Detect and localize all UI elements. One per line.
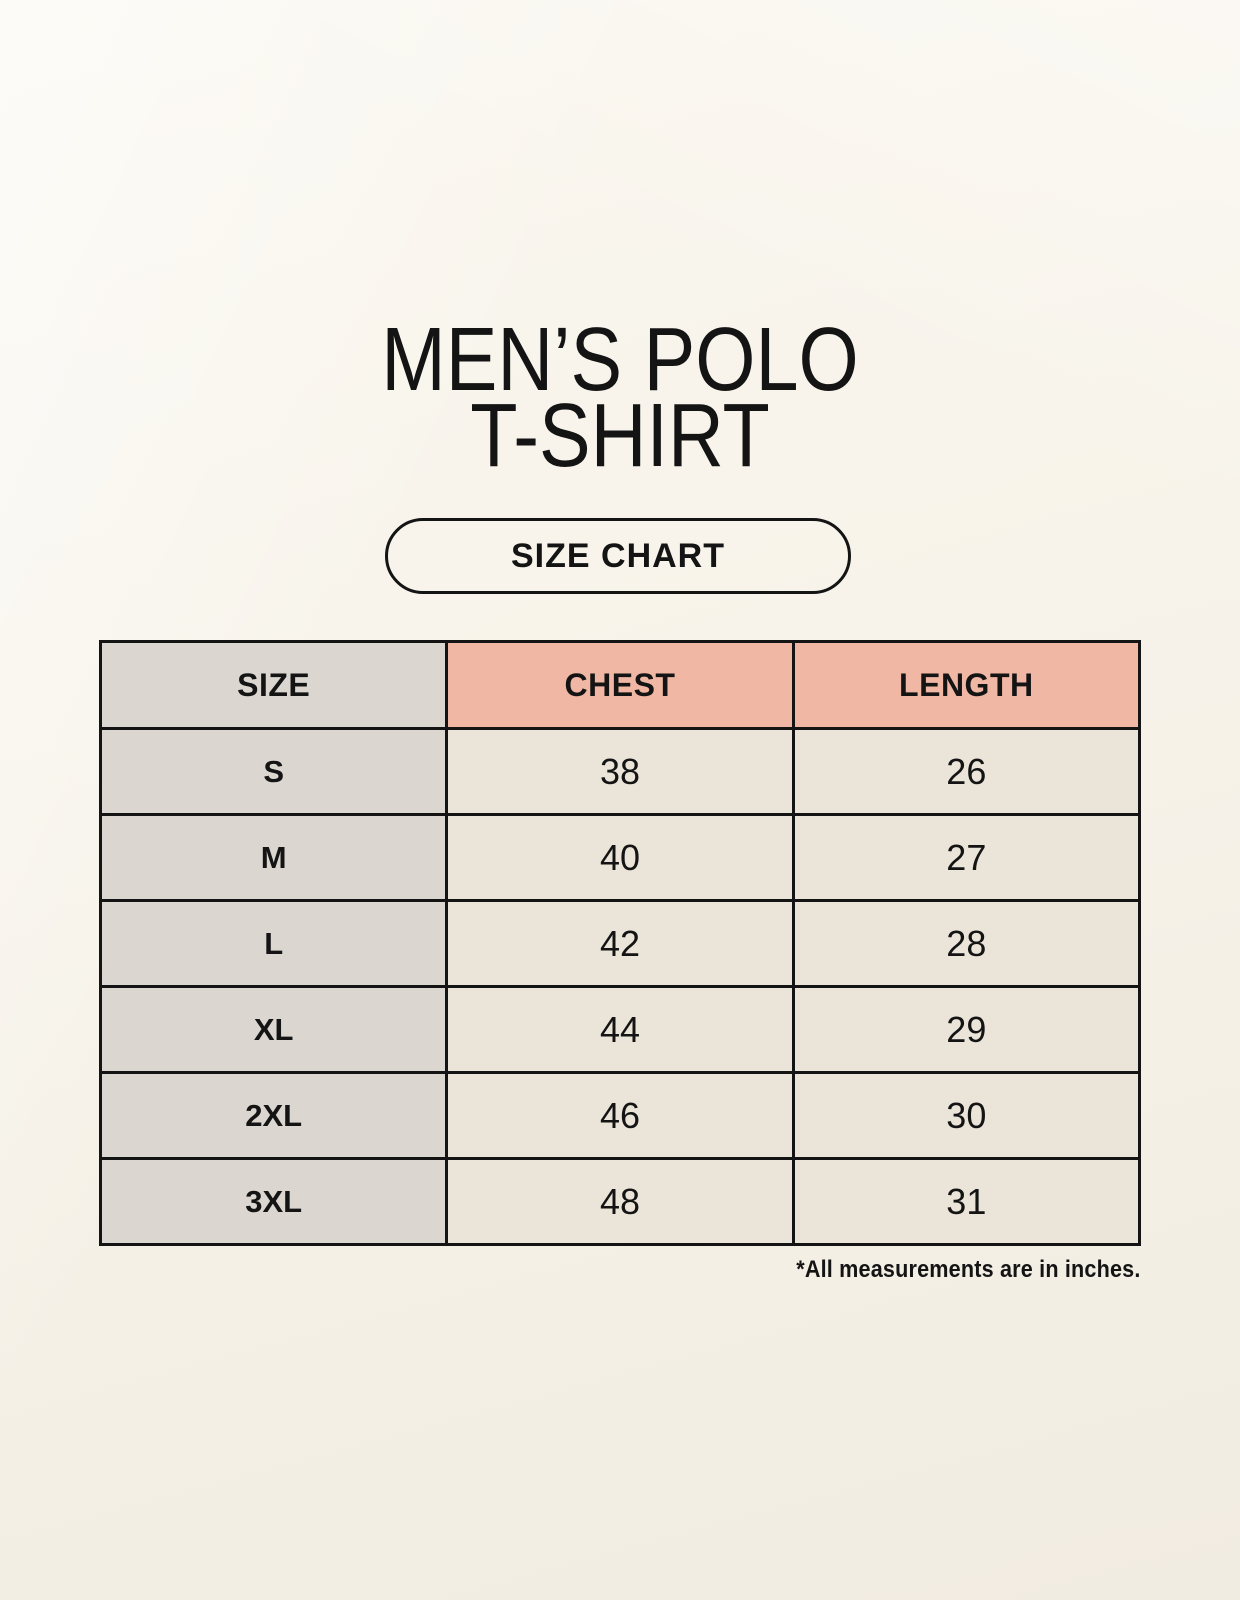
table-row: XL 44 29	[98, 985, 1142, 1074]
length-cell: 27	[791, 813, 1142, 902]
length-cell: 29	[791, 985, 1142, 1074]
length-cell: 28	[791, 899, 1142, 988]
size-cell: XL	[98, 985, 449, 1074]
size-cell: L	[98, 899, 449, 988]
table-row: L 42 28	[98, 899, 1142, 988]
length-cell: 26	[791, 727, 1142, 816]
chest-cell: 46	[445, 1071, 795, 1160]
size-cell: 2XL	[98, 1071, 449, 1160]
size-cell: S	[98, 727, 449, 816]
size-chart-badge-label: SIZE CHART	[511, 536, 725, 575]
table-row: 2XL 46 30	[98, 1071, 1142, 1160]
chest-cell: 48	[445, 1157, 795, 1246]
chest-cell: 42	[445, 899, 795, 988]
measurements-footnote: *All measurements are in inches.	[796, 1256, 1141, 1283]
size-cell: 3XL	[98, 1157, 449, 1246]
size-cell: M	[98, 813, 449, 902]
column-header-size: SIZE	[98, 640, 449, 730]
table-row: S 38 26	[98, 727, 1142, 816]
chest-cell: 38	[445, 727, 795, 816]
column-header-length: LENGTH	[791, 640, 1142, 730]
length-cell: 31	[791, 1157, 1142, 1246]
column-header-chest: CHEST	[445, 640, 795, 730]
table-row: 3XL 48 31	[98, 1157, 1142, 1246]
size-chart-table: SIZE CHEST LENGTH S 38 26 M 40 27 L 42 2…	[98, 640, 1142, 1246]
length-cell: 30	[791, 1071, 1142, 1160]
page-title-line-1: MEN’S POLO	[381, 310, 859, 410]
table-header-row: SIZE CHEST LENGTH	[98, 640, 1142, 730]
chest-cell: 40	[445, 813, 795, 902]
page-title-line-2: T-SHIRT	[470, 386, 770, 486]
table-row: M 40 27	[98, 813, 1142, 902]
chest-cell: 44	[445, 985, 795, 1074]
page-title: MEN’S POLO T-SHIRT	[87, 315, 1153, 481]
size-chart-badge: SIZE CHART	[385, 518, 851, 594]
